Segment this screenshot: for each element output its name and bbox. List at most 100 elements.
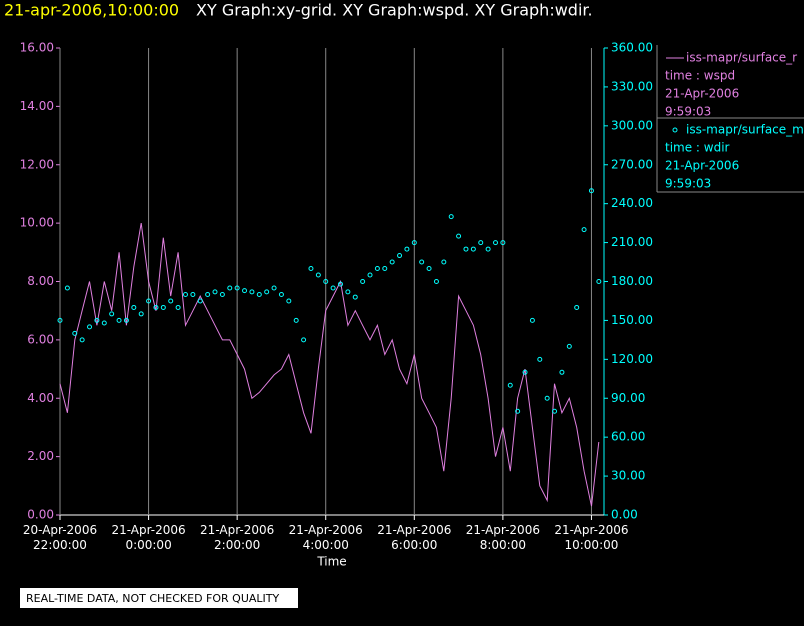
wdir-point bbox=[264, 289, 270, 295]
wdir-point bbox=[529, 317, 535, 323]
legend-detail: 9:59:03 bbox=[665, 105, 711, 119]
legend-marker bbox=[672, 127, 678, 133]
wdir-point bbox=[116, 317, 122, 323]
wdir-point bbox=[242, 288, 248, 294]
wdir-point bbox=[227, 285, 233, 291]
wdir-point bbox=[441, 259, 447, 265]
legend-detail: 21-Apr-2006 bbox=[665, 159, 739, 173]
wdir-point bbox=[352, 294, 358, 300]
wdir-point bbox=[574, 304, 580, 310]
y2-tick-label: 210.00 bbox=[611, 235, 653, 249]
wdir-point bbox=[500, 240, 506, 246]
wdir-point bbox=[315, 272, 321, 278]
wdir-point bbox=[596, 279, 602, 284]
wdir-point bbox=[249, 289, 255, 295]
wdir-point bbox=[256, 291, 262, 297]
legend-detail: time : wspd bbox=[665, 69, 735, 83]
wdir-point bbox=[515, 408, 521, 414]
wdir-point bbox=[234, 285, 240, 291]
chart-title: XY Graph:xy-grid. XY Graph:wspd. XY Grap… bbox=[196, 1, 593, 20]
legend-detail: 9:59:03 bbox=[665, 177, 711, 191]
x-tick-label: 20-Apr-2006 22:00:00 bbox=[23, 523, 97, 552]
legend-detail: time : wdir bbox=[665, 141, 730, 155]
y2-tick-label: 30.00 bbox=[611, 469, 645, 483]
wdir-point bbox=[64, 285, 70, 291]
wdir-point bbox=[153, 304, 159, 310]
y2-tick-label: 360.00 bbox=[611, 41, 653, 55]
wdir-point bbox=[308, 266, 314, 272]
y2-tick-label: 60.00 bbox=[611, 430, 645, 444]
wdir-point bbox=[426, 266, 432, 272]
y-tick-label: 12.00 bbox=[20, 157, 54, 171]
y2-tick-label: 270.00 bbox=[611, 157, 653, 171]
wdir-point bbox=[588, 188, 594, 194]
y-tick-label: 0.00 bbox=[27, 508, 54, 522]
wdir-point bbox=[581, 227, 587, 233]
wdir-point bbox=[212, 289, 218, 295]
wdir-point bbox=[397, 253, 403, 259]
wdir-point bbox=[160, 304, 166, 310]
wdir-point bbox=[463, 246, 469, 252]
y-tick-label: 14.00 bbox=[20, 99, 54, 113]
wdir-point bbox=[478, 240, 484, 246]
wdir-point bbox=[492, 240, 498, 246]
wdir-point bbox=[286, 298, 292, 304]
wdir-point bbox=[138, 311, 144, 317]
wdir-point bbox=[411, 240, 417, 246]
wdir-point bbox=[433, 279, 439, 284]
wdir-point bbox=[72, 330, 78, 336]
wdir-point bbox=[566, 343, 572, 349]
y2-tick-label: 330.00 bbox=[611, 79, 653, 93]
wdir-point bbox=[57, 317, 63, 323]
x-tick-label: 21-Apr-2006 4:00:00 bbox=[289, 523, 363, 552]
wdir-point bbox=[168, 298, 174, 304]
wdir-point bbox=[404, 246, 410, 252]
wdir-point bbox=[131, 304, 137, 310]
x-tick-label: 21-Apr-2006 6:00:00 bbox=[377, 523, 451, 552]
wdir-point bbox=[109, 311, 115, 317]
x-tick-label: 21-Apr-2006 10:00:00 bbox=[554, 523, 628, 552]
wdir-point bbox=[456, 233, 462, 239]
y2-tick-label: 0.00 bbox=[611, 508, 638, 522]
legend-detail: 21-Apr-2006 bbox=[665, 87, 739, 101]
wdir-point bbox=[205, 291, 211, 297]
wdir-point bbox=[360, 279, 366, 284]
y-tick-label: 6.00 bbox=[27, 332, 54, 346]
wdir-point bbox=[175, 304, 181, 310]
wdir-point bbox=[367, 272, 373, 278]
wdir-point bbox=[470, 246, 476, 252]
wdir-point bbox=[87, 324, 93, 330]
x-tick-label: 21-Apr-2006 8:00:00 bbox=[466, 523, 540, 552]
wdir-point bbox=[146, 298, 152, 304]
wdir-point bbox=[190, 291, 196, 297]
legend-name: iss-mapr/surface_r bbox=[686, 51, 797, 65]
y2-tick-label: 300.00 bbox=[611, 118, 653, 132]
wdir-point bbox=[345, 289, 351, 295]
wdir-point bbox=[419, 259, 425, 265]
wdir-point bbox=[301, 337, 307, 343]
wdir-point bbox=[552, 408, 558, 414]
wdir-point bbox=[94, 317, 100, 323]
wspd-line bbox=[59, 223, 600, 507]
wdir-point bbox=[101, 320, 107, 326]
x-tick-label: 21-Apr-2006 0:00:00 bbox=[111, 523, 185, 552]
footer-box bbox=[20, 588, 298, 608]
y2-tick-label: 120.00 bbox=[611, 352, 653, 366]
wdir-point bbox=[123, 317, 129, 323]
y-tick-label: 8.00 bbox=[27, 274, 54, 288]
wdir-point bbox=[330, 285, 336, 291]
wdir-point bbox=[448, 214, 454, 220]
y2-tick-label: 180.00 bbox=[611, 274, 653, 288]
wdir-point bbox=[389, 259, 395, 265]
wdir-point bbox=[293, 317, 299, 323]
wdir-point bbox=[507, 382, 513, 388]
wdir-point bbox=[537, 356, 543, 362]
wdir-point bbox=[337, 281, 343, 287]
wdir-point bbox=[485, 246, 491, 252]
wdir-point bbox=[278, 291, 284, 297]
footer: REAL-TIME DATA, NOT CHECKED FOR QUALITY bbox=[26, 592, 280, 605]
wdir-point bbox=[79, 337, 85, 343]
